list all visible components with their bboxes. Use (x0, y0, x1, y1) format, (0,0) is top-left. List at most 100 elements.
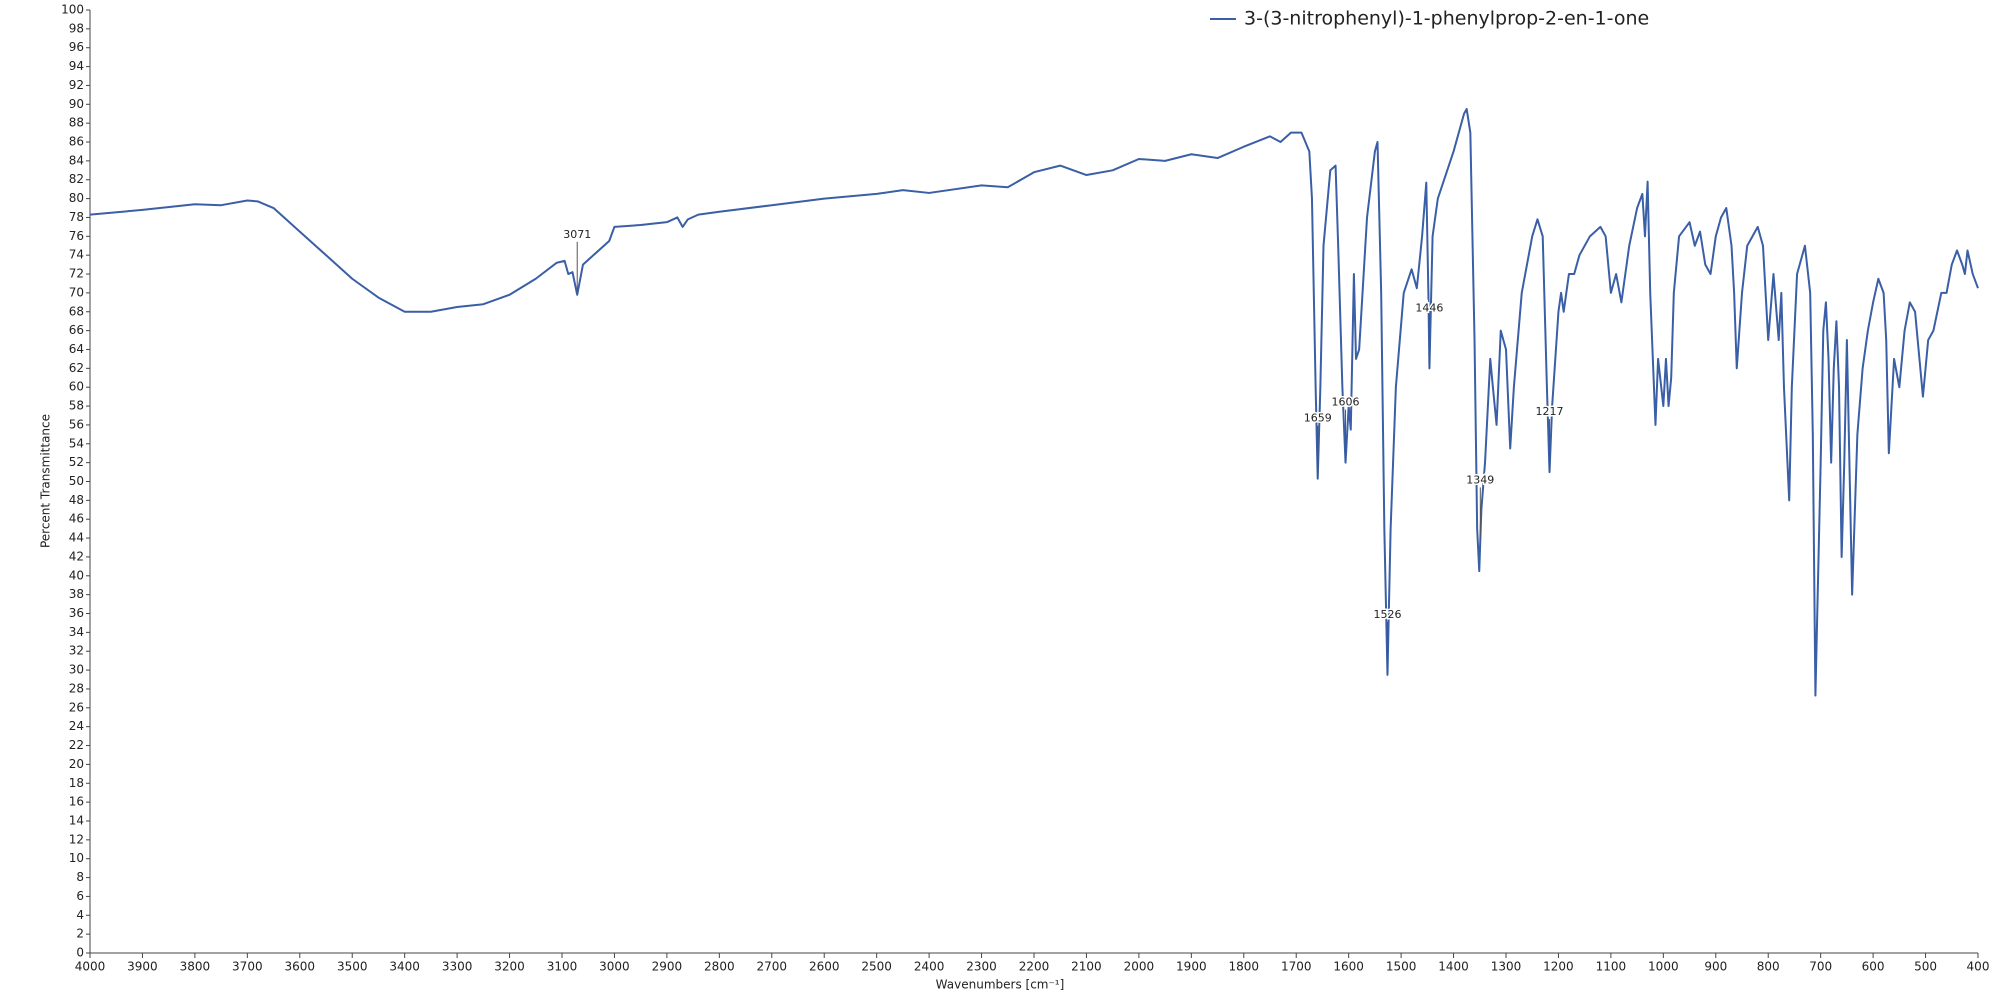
y-tick-label: 18 (69, 776, 84, 790)
y-tick-label: 96 (69, 40, 84, 54)
y-tick-label: 28 (69, 681, 84, 695)
y-tick-label: 44 (69, 531, 84, 545)
x-tick-label: 2400 (914, 960, 945, 974)
y-tick-label: 50 (69, 474, 84, 488)
y-tick-label: 24 (69, 719, 84, 733)
y-tick-label: 8 (76, 870, 84, 884)
x-tick-label: 900 (1704, 960, 1727, 974)
x-tick-label: 1300 (1491, 960, 1522, 974)
x-tick-label: 2200 (1019, 960, 1050, 974)
x-tick-label: 2800 (704, 960, 735, 974)
x-tick-label: 1500 (1386, 960, 1417, 974)
x-tick-label: 2700 (757, 960, 788, 974)
x-tick-label: 2900 (652, 960, 683, 974)
x-tick-label: 2000 (1124, 960, 1155, 974)
y-tick-label: 36 (69, 606, 84, 620)
y-tick-label: 40 (69, 568, 84, 582)
spectrum-line (89, 108, 1979, 697)
x-tick-label: 800 (1757, 960, 1780, 974)
peak-label: 1606 (1332, 396, 1360, 409)
peak-label: 1446 (1415, 301, 1443, 314)
y-tick-label: 48 (69, 493, 84, 507)
y-tick-label: 20 (69, 757, 84, 771)
x-tick-label: 3400 (389, 960, 420, 974)
y-tick-label: 4 (76, 908, 84, 922)
x-tick-label: 3900 (127, 960, 158, 974)
x-tick-label: 3000 (599, 960, 630, 974)
x-tick-label: 3500 (337, 960, 368, 974)
y-tick-label: 84 (69, 153, 84, 167)
y-tick-label: 10 (69, 851, 84, 865)
y-tick-label: 86 (69, 135, 84, 149)
y-tick-label: 68 (69, 304, 84, 318)
x-tick-label: 3600 (285, 960, 316, 974)
peak-label: 1217 (1536, 405, 1564, 418)
y-tick-label: 38 (69, 587, 84, 601)
y-tick-label: 88 (69, 116, 84, 130)
x-tick-label: 1100 (1596, 960, 1627, 974)
y-tick-label: 72 (69, 267, 84, 281)
y-tick-label: 66 (69, 323, 84, 337)
x-tick-label: 2600 (809, 960, 840, 974)
x-tick-label: 2100 (1071, 960, 1102, 974)
y-tick-label: 46 (69, 512, 84, 526)
x-tick-label: 1800 (1229, 960, 1260, 974)
x-tick-label: 1200 (1543, 960, 1574, 974)
y-tick-label: 22 (69, 738, 84, 752)
x-tick-label: 2500 (861, 960, 892, 974)
x-tick-label: 400 (1967, 960, 1990, 974)
y-tick-label: 6 (76, 889, 84, 903)
legend-label: 3-(3-nitrophenyl)-1-phenylprop-2-en-1-on… (1244, 8, 1649, 30)
y-tick-label: 42 (69, 549, 84, 563)
x-axis-label: Wavenumbers [cm⁻¹] (936, 978, 1065, 992)
y-tick-label: 26 (69, 700, 84, 714)
x-tick-label: 1400 (1438, 960, 1469, 974)
y-tick-label: 100 (61, 3, 84, 17)
y-tick-label: 54 (69, 436, 84, 450)
x-tick-label: 1000 (1648, 960, 1679, 974)
y-tick-label: 70 (69, 285, 84, 299)
y-tick-label: 64 (69, 342, 84, 356)
y-tick-label: 12 (69, 832, 84, 846)
y-tick-label: 90 (69, 97, 84, 111)
y-tick-label: 60 (69, 380, 84, 394)
peak-label: 3071 (563, 228, 591, 241)
y-tick-label: 62 (69, 361, 84, 375)
x-tick-label: 3800 (180, 960, 211, 974)
y-tick-label: 98 (69, 21, 84, 35)
x-tick-label: 2300 (966, 960, 997, 974)
y-tick-label: 82 (69, 172, 84, 186)
y-tick-label: 32 (69, 644, 84, 658)
y-tick-label: 92 (69, 78, 84, 92)
y-tick-label: 16 (69, 795, 84, 809)
y-axis-label: Percent Transmittance (39, 414, 53, 548)
y-tick-label: 80 (69, 191, 84, 205)
peak-label: 1659 (1304, 412, 1332, 425)
x-tick-label: 1700 (1281, 960, 1312, 974)
y-tick-label: 30 (69, 663, 84, 677)
x-tick-label: 3200 (494, 960, 525, 974)
y-tick-label: 14 (69, 813, 84, 827)
y-tick-label: 94 (69, 59, 84, 73)
x-tick-label: 1600 (1333, 960, 1364, 974)
x-tick-label: 600 (1862, 960, 1885, 974)
x-tick-label: 700 (1809, 960, 1832, 974)
x-tick-label: 500 (1914, 960, 1937, 974)
y-tick-label: 34 (69, 625, 84, 639)
x-tick-label: 3300 (442, 960, 473, 974)
peak-label: 1526 (1373, 608, 1401, 621)
y-tick-label: 58 (69, 399, 84, 413)
x-tick-label: 3700 (232, 960, 263, 974)
y-tick-label: 76 (69, 229, 84, 243)
x-tick-label: 1900 (1176, 960, 1207, 974)
y-tick-label: 78 (69, 210, 84, 224)
y-tick-label: 56 (69, 417, 84, 431)
x-tick-label: 4000 (75, 960, 106, 974)
x-tick-label: 3100 (547, 960, 578, 974)
peak-label: 1349 (1466, 473, 1494, 486)
y-tick-label: 2 (76, 927, 84, 941)
y-tick-label: 0 (76, 946, 84, 960)
y-tick-label: 52 (69, 455, 84, 469)
y-tick-label: 74 (69, 248, 84, 262)
